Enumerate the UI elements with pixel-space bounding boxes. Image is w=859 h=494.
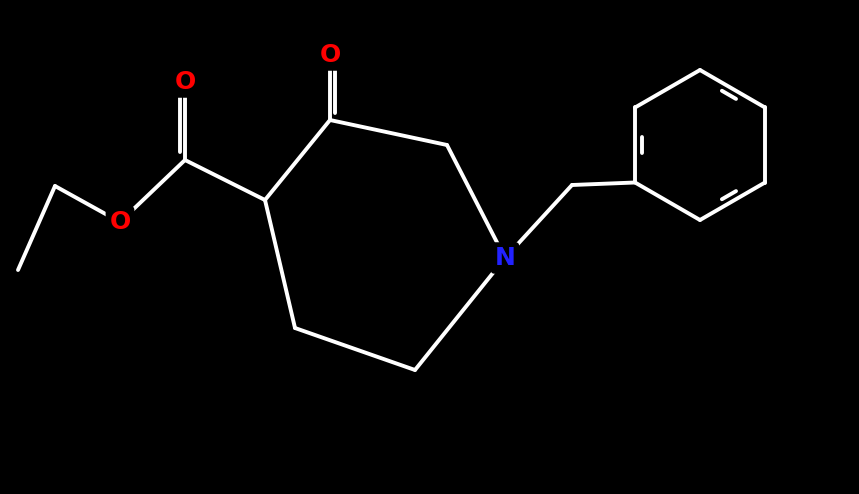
Text: O: O bbox=[320, 43, 341, 67]
Text: O: O bbox=[109, 210, 131, 234]
Text: O: O bbox=[174, 70, 196, 94]
Text: N: N bbox=[495, 246, 515, 270]
